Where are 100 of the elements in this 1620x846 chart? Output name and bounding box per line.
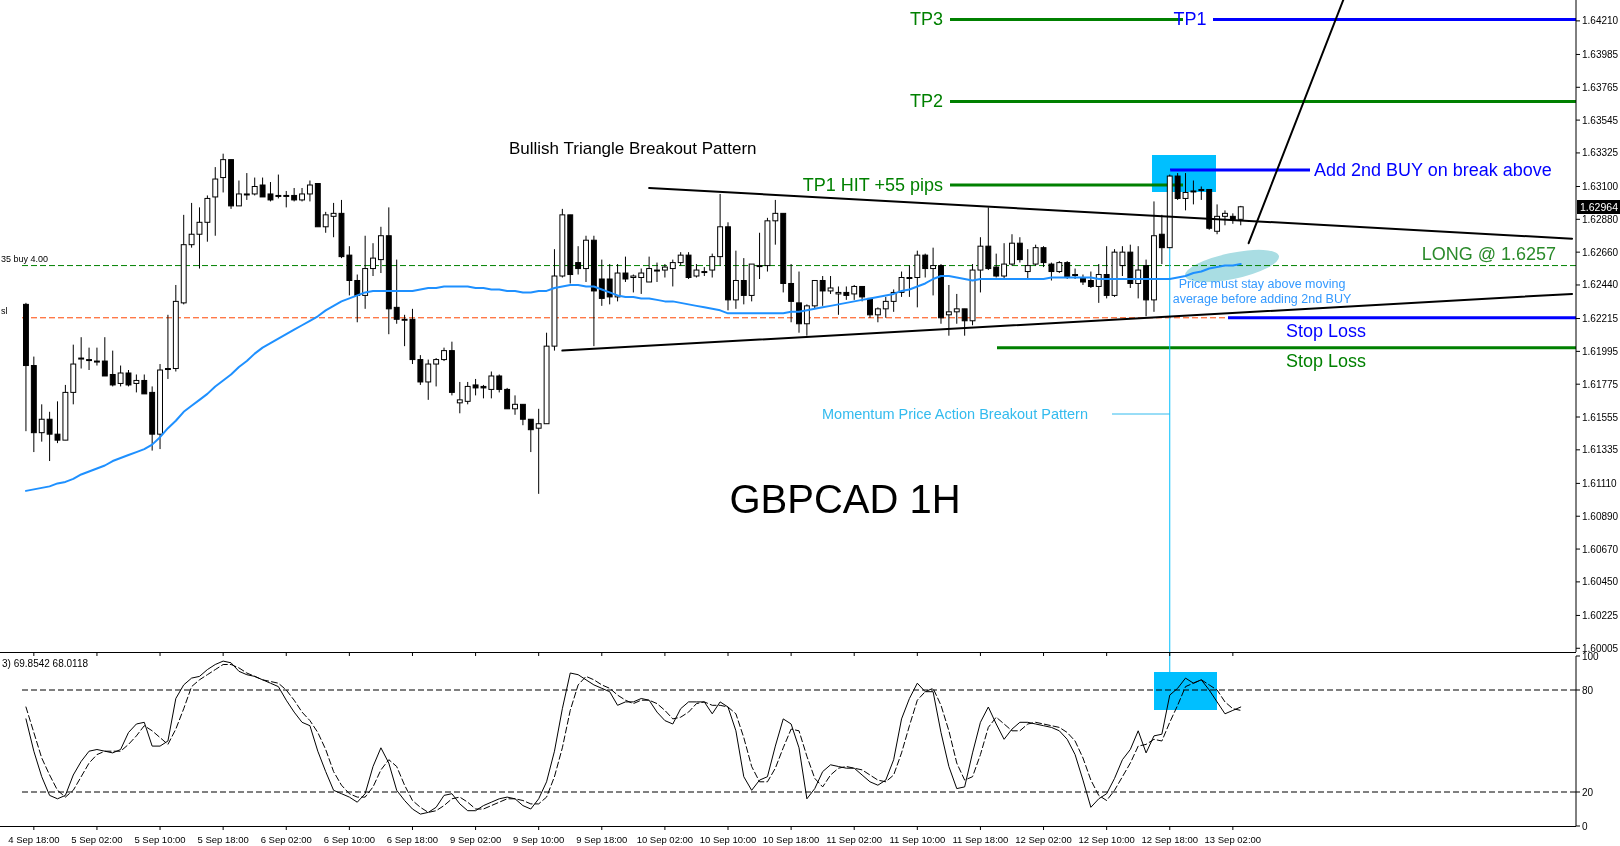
y-tick-label: 1.61110 — [1582, 477, 1618, 489]
candlestick — [164, 314, 171, 380]
chart-title: 3) 69.8542 68.0118 — [2, 657, 89, 669]
y-tick-label: 1.62440 — [1582, 279, 1619, 291]
x-tick-label: 5 Sep 10:00 — [134, 833, 186, 845]
y-tick-label: 1.63985 — [1582, 48, 1619, 60]
candlestick — [212, 166, 219, 237]
y-tick-label: 1.60890 — [1582, 510, 1619, 522]
candlestick — [141, 373, 148, 395]
y-tick-label: 1.61775 — [1582, 378, 1619, 390]
ref-line-label: 35 buy 4.00 — [1, 253, 49, 264]
x-tick-label: 12 Sep 10:00 — [1078, 833, 1135, 845]
x-tick-label: 12 Sep 18:00 — [1141, 833, 1199, 845]
y-tick-label: 1.63100 — [1582, 181, 1619, 192]
candlestick — [1135, 245, 1142, 299]
x-tick-label: 11 Sep 10:00 — [889, 833, 946, 845]
x-tick-label: 4 Sep 18:00 — [8, 833, 60, 845]
candlestick — [1214, 203, 1221, 235]
annotation: Momentum Price Action Breakout Pattern — [822, 406, 1088, 422]
candlestick — [709, 253, 716, 279]
candlestick — [1072, 268, 1079, 280]
candlestick — [740, 257, 747, 305]
candlestick — [38, 403, 45, 443]
ref-line-label: Stop Loss — [1285, 350, 1367, 371]
candlestick — [101, 336, 108, 377]
y-tick-label: 1.60670 — [1582, 543, 1619, 555]
x-tick-label: 9 Sep 02:00 — [449, 833, 502, 845]
candlestick — [1024, 248, 1031, 280]
candlestick — [598, 259, 605, 307]
candlestick — [370, 242, 376, 277]
candlestick — [306, 180, 313, 202]
x-tick-label: 11 Sep 18:00 — [952, 833, 1009, 845]
y-tick-label: 1.63765 — [1582, 81, 1619, 93]
ref-line-label: sl — [1, 305, 8, 316]
x-tick-label: 5 Sep 02:00 — [71, 833, 123, 845]
candlestick — [78, 336, 85, 370]
x-tick-label: 12 Sep 02:00 — [1015, 833, 1072, 845]
candlestick — [575, 245, 582, 276]
candlestick — [243, 172, 250, 201]
candlestick — [377, 226, 384, 274]
candlestick — [519, 403, 526, 426]
y-tick-label: 1.62660 — [1582, 246, 1619, 258]
candlestick — [109, 350, 116, 387]
x-tick-label: 13 Sep 02:00 — [1204, 833, 1262, 845]
ref-line-label: Add 2nd BUY on break above — [1314, 160, 1552, 181]
candlestick — [354, 274, 361, 323]
y-tick-label: 1.62215 — [1582, 313, 1619, 325]
x-tick-label: 9 Sep 10:00 — [513, 833, 565, 845]
candlestick — [796, 271, 802, 334]
y-tick-label: 1.63325 — [1582, 147, 1619, 159]
candlestick — [235, 180, 242, 207]
y-tick-label: 1.60225 — [1582, 609, 1619, 621]
annotation: LONG @ 1.6257 — [1421, 244, 1556, 264]
candlestick — [882, 296, 889, 319]
x-tick-label: 6 Sep 10:00 — [323, 833, 375, 845]
x-tick-label: 6 Sep 18:00 — [386, 833, 439, 845]
candlestick — [1009, 233, 1015, 267]
text: 1.62964 — [1580, 201, 1619, 213]
y-tick-label: 1.64210 — [1582, 15, 1619, 27]
candlestick — [953, 293, 960, 325]
annotation: Price must stay above moving average before adding 2nd BUY — [1172, 277, 1352, 306]
y-tick-label: 1.62880 — [1582, 213, 1619, 225]
ref-line-label: Stop Loss — [1285, 320, 1367, 341]
ref-line-label: TP2 — [909, 91, 943, 112]
candlestick — [732, 250, 739, 310]
x-tick-label: 5 Sep 18:00 — [197, 833, 249, 845]
y-tick-label: 1.61995 — [1582, 345, 1619, 357]
candlestick — [661, 263, 668, 279]
y-tick-label: 20 — [1582, 786, 1594, 798]
x-tick-label: 9 Sep 18:00 — [576, 833, 628, 845]
y-tick-label: 1.60450 — [1582, 576, 1619, 588]
ref-line-label: TP1 HIT +55 pips — [802, 175, 943, 196]
candlestick — [930, 247, 937, 296]
candlestick — [291, 187, 298, 202]
candlestick — [433, 357, 440, 387]
candlestick — [993, 253, 1000, 279]
candlestick — [638, 268, 645, 295]
y-tick-label: 1.63545 — [1582, 114, 1619, 126]
annotation: Bullish Triangle Breakout Pattern — [509, 138, 757, 158]
x-tick-label: 10 Sep 10:00 — [699, 833, 757, 845]
candlestick — [669, 259, 676, 287]
x-tick-label: 10 Sep 02:00 — [636, 833, 694, 845]
y-tick-label: 80 — [1582, 684, 1594, 696]
candlestick — [874, 306, 881, 323]
candlestick — [527, 418, 534, 453]
ref-line-label: TP3 — [909, 9, 943, 30]
candlestick — [220, 153, 227, 193]
candlestick — [646, 256, 653, 283]
y-tick-label: 1.61555 — [1582, 411, 1619, 423]
candlestick — [86, 347, 92, 371]
candlestick — [1222, 209, 1228, 226]
candlestick — [654, 262, 660, 283]
x-tick-label: 10 Sep 18:00 — [762, 833, 820, 845]
candlestick — [1001, 242, 1008, 280]
candlestick — [803, 303, 810, 337]
candlestick — [1016, 236, 1023, 264]
text: GBPCAD 1H — [729, 477, 961, 521]
candlestick — [456, 381, 463, 414]
x-tick-label: 6 Sep 02:00 — [260, 833, 312, 845]
candlestick — [425, 359, 432, 401]
